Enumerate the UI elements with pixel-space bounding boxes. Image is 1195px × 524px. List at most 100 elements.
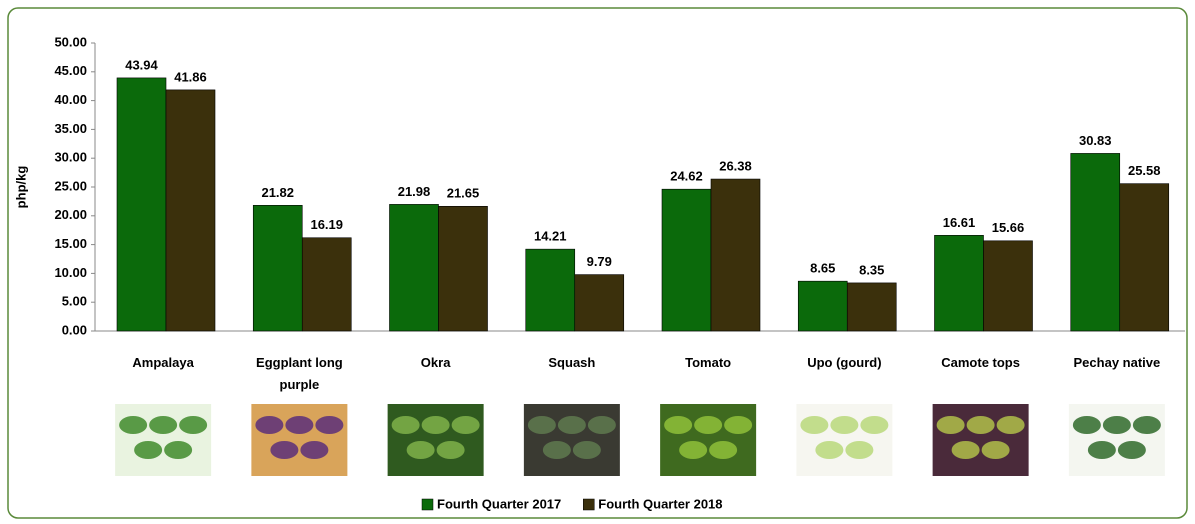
vegetable-shape (1102, 416, 1131, 434)
vegetable-shape (179, 416, 208, 434)
vegetable-shape (800, 416, 829, 434)
y-tick-label: 0.00 (62, 322, 87, 337)
bar (438, 205, 488, 332)
vegetable-shape (996, 416, 1025, 434)
vegetable-shape (270, 441, 299, 459)
bar (252, 205, 303, 332)
y-axis-label: php/kg (13, 166, 28, 209)
x-tick-label: Okra (420, 355, 451, 370)
vegetable-shape (1117, 441, 1146, 459)
vegetable-shape (315, 416, 344, 434)
x-tick-label: Eggplant long purple (256, 355, 343, 392)
vegetable-photo (660, 404, 757, 476)
vegetable-shape (391, 416, 420, 434)
vegetable-photo (932, 404, 1029, 476)
vegetable-shape (164, 441, 193, 459)
data-label: 43.94 (125, 57, 158, 72)
bar (661, 188, 712, 332)
y-tick-label: 50.00 (54, 34, 87, 49)
vegetable-shape (709, 441, 738, 459)
vegetable-shape (981, 441, 1010, 459)
vegetable-photo (387, 404, 484, 476)
vegetable-shape (527, 416, 556, 434)
bar (1070, 153, 1121, 332)
x-tick-label: Ampalaya (132, 355, 194, 370)
data-label: 21.82 (261, 185, 294, 200)
chart-border (7, 7, 1188, 519)
data-label: 8.35 (859, 262, 884, 277)
vegetable-shape (966, 416, 995, 434)
vegetable-shape (119, 416, 148, 434)
data-label: 41.86 (174, 69, 207, 84)
bar (301, 237, 352, 332)
data-label: 14.21 (534, 229, 567, 244)
y-tick-label: 40.00 (54, 92, 87, 107)
data-label: 21.98 (398, 184, 431, 199)
data-label: 24.62 (670, 169, 703, 184)
x-tick-label: Upo (gourd) (807, 355, 882, 370)
y-tick-label: 20.00 (54, 207, 87, 222)
x-tick-label: Camote tops (941, 355, 1020, 370)
data-label: 25.58 (1128, 163, 1161, 178)
bar (116, 77, 167, 332)
vegetable-photo (251, 404, 348, 476)
vegetable-shape (406, 441, 435, 459)
data-label: 26.38 (719, 158, 752, 173)
data-label: 9.79 (587, 254, 612, 269)
vegetable-photo (796, 404, 893, 476)
vegetable-shape (664, 416, 693, 434)
legend-label: Fourth Quarter 2018 (598, 496, 722, 511)
x-tick-label: Squash (548, 355, 596, 370)
y-tick-label: 25.00 (54, 178, 87, 193)
bar (934, 235, 984, 332)
vegetable-shape (951, 441, 980, 459)
vegetable-photo (1068, 404, 1165, 476)
vegetable-shape (936, 416, 965, 434)
vegetable-shape (300, 441, 329, 459)
bar (525, 248, 576, 332)
data-label: 16.61 (943, 215, 976, 230)
bar (574, 274, 625, 332)
vegetable-shape (451, 416, 480, 434)
vegetable-shape (587, 416, 616, 434)
legend-label: Fourth Quarter 2017 (437, 496, 561, 511)
vegetable-shape (255, 416, 284, 434)
vegetable-photo (523, 404, 620, 476)
legend-swatch (421, 498, 434, 511)
vegetable-shape (421, 416, 450, 434)
y-tick-label: 10.00 (54, 265, 87, 280)
legend-swatch (583, 498, 595, 511)
vegetable-shape (845, 441, 874, 459)
bar (983, 240, 1033, 332)
vegetable-shape (1087, 441, 1116, 459)
data-label: 30.83 (1079, 133, 1112, 148)
vegetable-shape (557, 416, 586, 434)
vegetable-shape (572, 441, 601, 459)
vegetable-photo (115, 404, 212, 476)
x-tick-label: Tomato (685, 355, 732, 370)
vegetable-shape (542, 441, 571, 459)
vegetable-shape (1072, 416, 1101, 434)
bar (710, 178, 761, 332)
vegetable-shape (815, 441, 844, 459)
data-label: 21.65 (447, 186, 480, 201)
x-tick-label: Pechay native (1073, 355, 1161, 370)
y-tick-label: 30.00 (54, 150, 87, 165)
vegetable-shape (1132, 416, 1161, 434)
vegetable-shape (830, 416, 859, 434)
vegetable-shape (285, 416, 314, 434)
vegetable-shape (436, 441, 465, 459)
y-tick-label: 5.00 (62, 294, 87, 309)
bar (846, 282, 897, 332)
bar (165, 89, 216, 332)
vegetable-shape (679, 441, 708, 459)
y-tick-label: 35.00 (54, 121, 87, 136)
y-tick-label: 15.00 (54, 236, 87, 251)
data-label: 16.19 (310, 217, 343, 232)
y-tick-label: 45.00 (54, 63, 87, 78)
bar (389, 204, 439, 332)
vegetable-shape (694, 416, 723, 434)
data-label: 15.66 (992, 220, 1025, 235)
